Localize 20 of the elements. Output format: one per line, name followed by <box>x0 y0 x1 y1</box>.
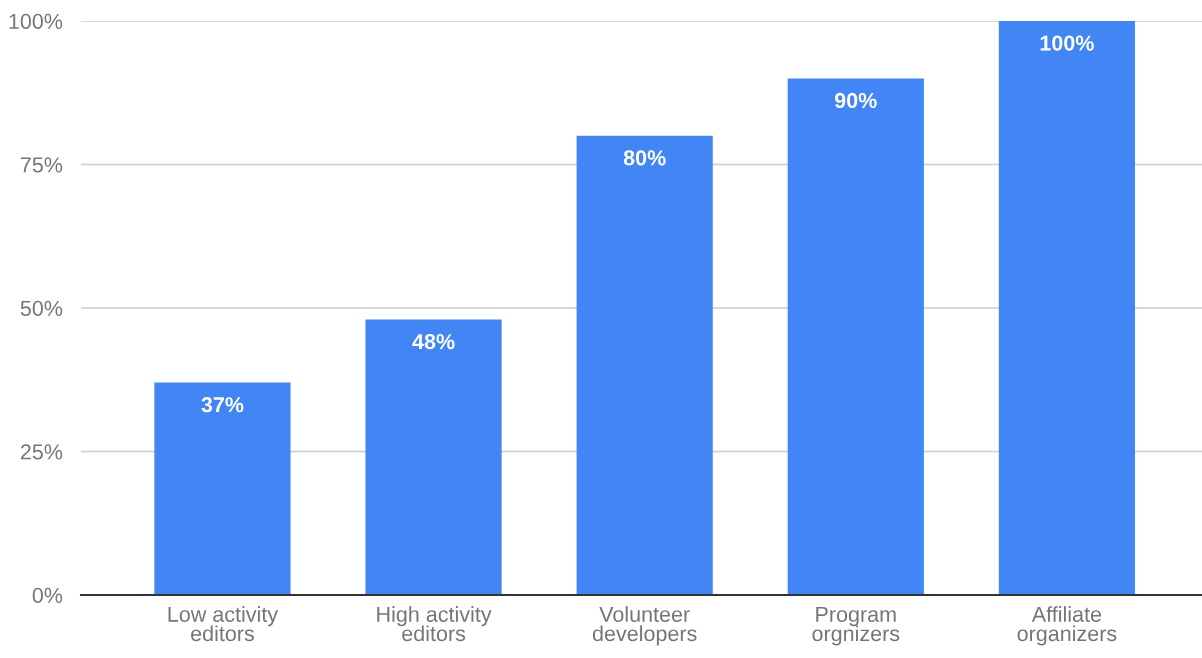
bar <box>576 135 713 595</box>
x-tick-label: Volunteer developers <box>592 606 697 646</box>
bar <box>365 319 502 595</box>
x-tick-label: Program orgnizers <box>812 606 900 646</box>
x-tick-label: High activity editors <box>377 606 492 642</box>
data-label: 90% <box>834 92 877 109</box>
bar <box>787 78 924 595</box>
data-label: 37% <box>201 397 244 413</box>
y-tick-label: 0% <box>32 587 63 604</box>
y-tick-label: 75% <box>20 157 63 173</box>
x-tick-label: Low activity editors <box>168 606 279 642</box>
y-tick-label: 50% <box>20 300 63 317</box>
bar <box>998 21 1135 595</box>
bar <box>154 382 291 595</box>
y-tick-label: 100% <box>9 13 63 30</box>
data-label: 48% <box>412 333 455 350</box>
data-label: 100% <box>1040 35 1094 51</box>
x-tick-label: Affiliate organizers <box>1017 606 1117 646</box>
data-label: 80% <box>623 150 666 166</box>
y-tick-label: 25% <box>20 444 63 460</box>
